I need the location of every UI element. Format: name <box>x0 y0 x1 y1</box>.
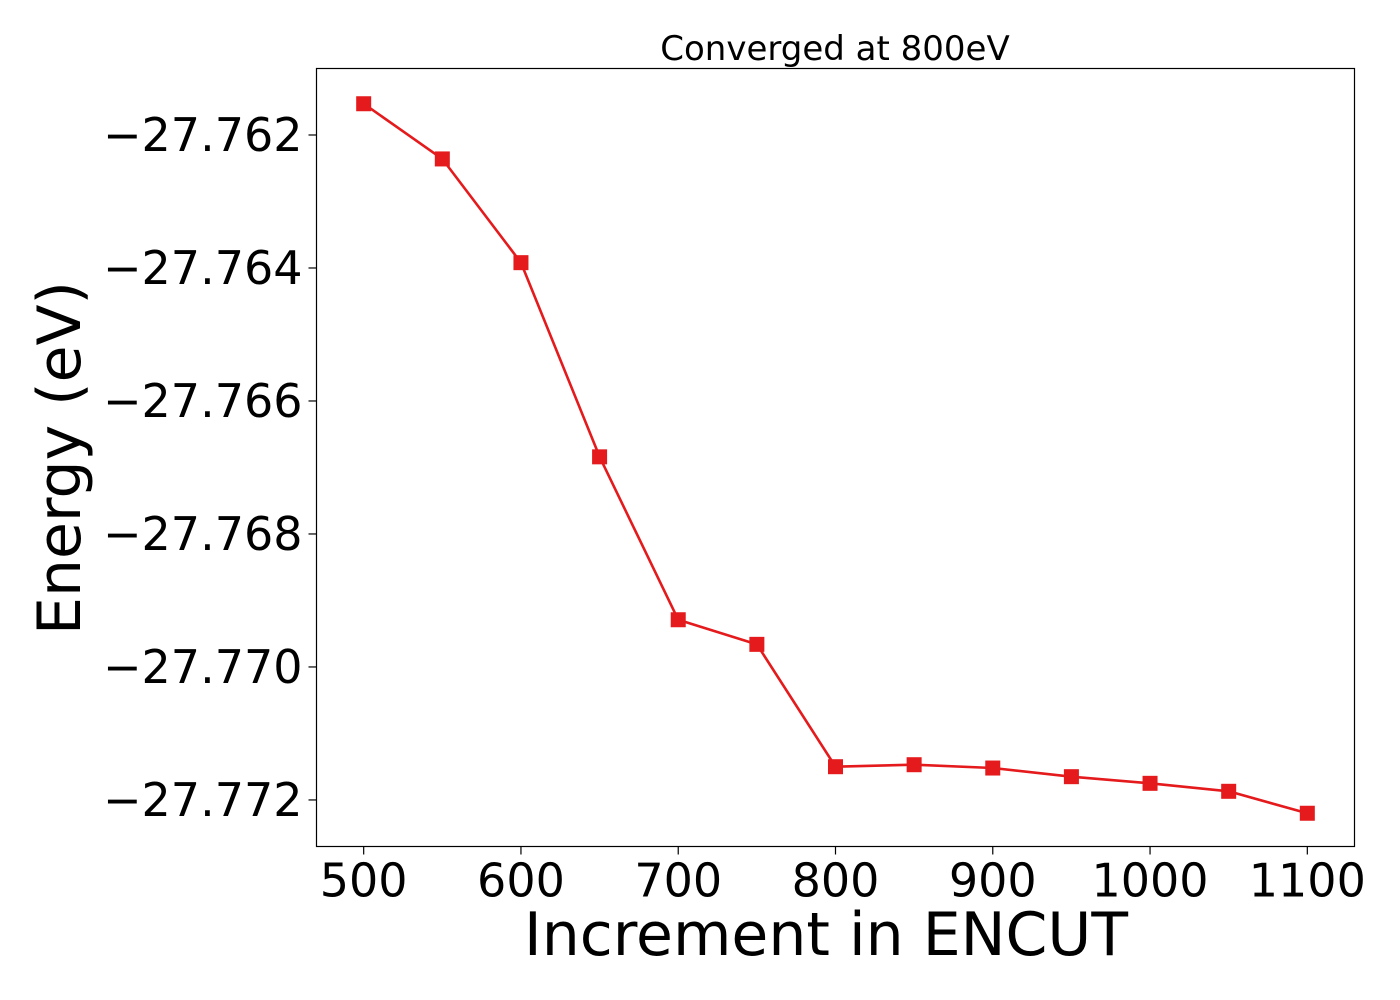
y-tick-label: −27.770 <box>103 640 303 694</box>
y-axis-title: Energy (eV) <box>25 281 95 635</box>
data-point-marker <box>749 636 765 652</box>
y-tick-label: −27.766 <box>103 374 303 428</box>
x-tick-label: 500 <box>320 854 408 908</box>
x-axis: 500 600 700 800 900 1000 1100 <box>320 846 1366 908</box>
x-tick-label: 700 <box>634 854 722 908</box>
data-point-marker <box>592 449 608 465</box>
data-point-marker <box>1142 775 1158 791</box>
x-tick-label: 900 <box>949 854 1037 908</box>
data-point-marker <box>906 757 922 773</box>
y-tick-label: −27.772 <box>103 773 303 827</box>
data-point-marker <box>356 96 372 112</box>
data-point-marker <box>513 255 529 271</box>
y-tick-label: −27.764 <box>103 241 303 295</box>
data-point-marker <box>1063 769 1079 785</box>
x-tick-label: 800 <box>792 854 880 908</box>
x-tick-label: 600 <box>477 854 565 908</box>
data-point-marker <box>828 759 843 775</box>
data-point-marker <box>1299 805 1315 821</box>
plot-area-frame <box>315 67 1356 848</box>
x-axis-title: Increment in ENCUT <box>524 900 1128 970</box>
data-point-marker <box>985 760 1001 776</box>
y-tick-label: −27.768 <box>103 507 303 561</box>
x-tick-label: 1100 <box>1249 854 1366 908</box>
series-layer <box>356 96 1315 821</box>
y-tick-label: −27.762 <box>103 108 303 162</box>
data-point-marker <box>1221 783 1237 799</box>
y-axis: −27.762 −27.764 −27.766 −27.768 −27.770 −27.7… <box>103 108 317 827</box>
x-tick-label: 1000 <box>1092 854 1209 908</box>
data-point-marker <box>670 612 686 628</box>
data-point-marker <box>434 151 450 167</box>
chart-title: Converged at 800eV <box>660 29 1009 69</box>
series-line <box>362 102 1308 815</box>
